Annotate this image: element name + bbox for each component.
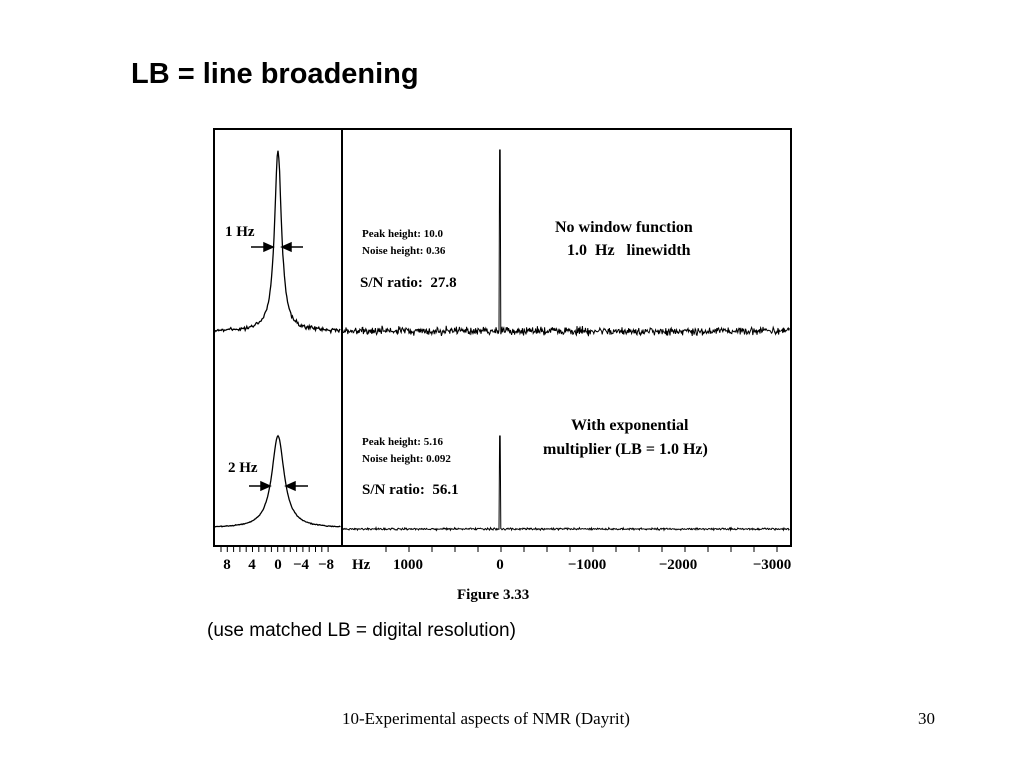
left-tick-label: 4 xyxy=(248,557,256,573)
figure-frame xyxy=(213,128,792,547)
bottom-description-line2: multiplier (LB = 1.0 Hz) xyxy=(543,441,708,458)
top-noise-height: Noise height: 0.36 xyxy=(362,245,446,257)
bottom-noise-height: Noise height: 0.092 xyxy=(362,453,451,465)
bottom-sn-ratio: S/N ratio: 56.1 xyxy=(362,482,459,498)
top-peak-height: Peak height: 10.0 xyxy=(362,228,443,240)
bottom-width-label: 2 Hz xyxy=(228,460,258,476)
left-tick-label: 8 xyxy=(223,557,231,573)
slide-footer: 10-Experimental aspects of NMR (Dayrit) xyxy=(342,709,630,728)
right-tick-label: −1000 xyxy=(568,557,607,573)
bottom-peak-height: Peak height: 5.16 xyxy=(362,436,443,448)
slide-caption: (use matched LB = digital resolution) xyxy=(207,620,516,641)
bottom-description-line1: With exponential xyxy=(571,417,689,434)
frequency-axis-ticks xyxy=(220,546,778,552)
right-tick-label: 1000 xyxy=(393,557,423,573)
right-tick-label: 0 xyxy=(496,557,504,573)
left-axis-labels: 8 4 0 −4 −8 xyxy=(223,557,334,573)
top-description-line1: No window function xyxy=(555,219,693,236)
left-top-expanded-peak xyxy=(213,150,341,335)
slide-title: LB = line broadening xyxy=(131,58,419,90)
linewidth-arrows-top xyxy=(251,241,303,253)
right-tick-label: −3000 xyxy=(753,557,792,573)
page-number: 30 xyxy=(918,709,935,728)
figure-label: Figure 3.33 xyxy=(457,587,529,603)
right-top-full-spectrum xyxy=(342,149,790,337)
linewidth-arrows-bottom xyxy=(249,480,308,492)
left-tick-label: −8 xyxy=(318,557,334,573)
left-tick-label: 0 xyxy=(274,557,282,573)
top-width-label: 1 Hz xyxy=(225,224,255,240)
top-description-line2: 1.0 Hz linewidth xyxy=(567,242,691,259)
left-tick-label: −4 xyxy=(293,557,310,573)
right-tick-label: −2000 xyxy=(659,557,698,573)
axis-unit-label: Hz xyxy=(352,557,371,573)
right-bottom-full-spectrum xyxy=(342,435,790,532)
left-bottom-expanded-peak xyxy=(213,434,341,528)
right-axis-labels: 1000 0 −1000 −2000 −3000 xyxy=(393,557,791,573)
top-sn-ratio: S/N ratio: 27.8 xyxy=(360,275,457,291)
